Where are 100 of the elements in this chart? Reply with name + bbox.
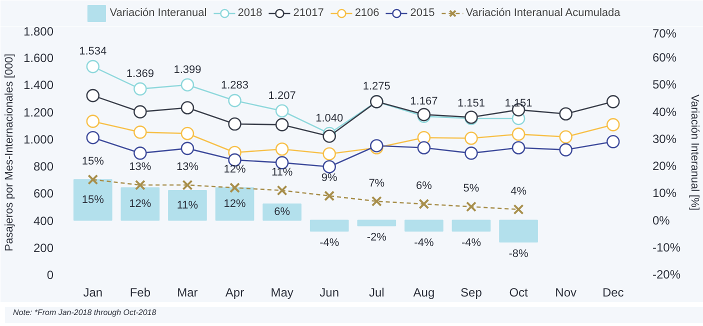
- y2-tick-label: -20%: [652, 268, 681, 282]
- data-label: 1.275: [362, 80, 390, 93]
- point: [606, 95, 620, 108]
- data-label: 1.151: [457, 97, 486, 110]
- bar: [120, 187, 160, 221]
- y2-axis-title: Variación Interanual [%]: [688, 94, 701, 210]
- data-label: 11%: [176, 199, 198, 212]
- point: [371, 196, 382, 207]
- point: [464, 146, 478, 160]
- data-label: 15%: [82, 156, 104, 168]
- data-label: 6%: [416, 180, 432, 192]
- bar: [262, 204, 302, 221]
- legend-label: 2106: [354, 7, 380, 19]
- y-tick-label: 600: [33, 186, 54, 201]
- legend-label: 2015: [410, 7, 435, 19]
- point: [322, 130, 336, 143]
- data-label: 13%: [176, 161, 199, 174]
- legend-label: 21017: [293, 7, 324, 19]
- point: [512, 128, 526, 141]
- point: [559, 130, 572, 144]
- point: [276, 185, 288, 196]
- point: [86, 60, 100, 74]
- point: [134, 146, 147, 160]
- point: [86, 114, 100, 128]
- y2-tick-label: 30%: [652, 132, 677, 146]
- data-label: 12%: [129, 198, 152, 210]
- data-label: 4%: [510, 185, 527, 198]
- point: [180, 101, 194, 114]
- data-label: 1.534: [79, 46, 107, 58]
- x-tick-label: Sep: [460, 286, 482, 300]
- legend-label: Variación Interanual: [110, 7, 207, 19]
- data-label: -4%: [461, 237, 482, 250]
- bar: [452, 220, 491, 232]
- data-label: 1.399: [174, 64, 202, 76]
- data-label: 11%: [271, 166, 293, 178]
- point: [228, 117, 242, 131]
- y2-tick-label: 0%: [652, 213, 670, 228]
- point: [606, 118, 620, 132]
- y-tick-label: 0: [46, 268, 54, 282]
- y-tick-label: 1.400: [23, 78, 54, 92]
- data-label: -2%: [366, 232, 387, 244]
- x-tick-label: Aug: [413, 286, 435, 300]
- point: [180, 78, 194, 92]
- y-tick-label: 1.000: [23, 132, 54, 146]
- point: [559, 143, 572, 156]
- point: [134, 180, 146, 190]
- y-tick-label: 400: [33, 214, 54, 228]
- y2-tick-label: 20%: [652, 159, 677, 174]
- y-axis-title: Pasajeros por Mes-Internacionales [000]: [3, 54, 16, 252]
- x-tick-label: Oct: [509, 286, 529, 300]
- point: [86, 88, 100, 102]
- y-tick-label: 1.800: [23, 24, 54, 38]
- point: [275, 118, 289, 132]
- point: [466, 201, 476, 212]
- point: [228, 94, 242, 108]
- point: [230, 182, 240, 193]
- point: [322, 147, 336, 160]
- point: [324, 190, 335, 202]
- data-label: 12%: [224, 164, 246, 176]
- data-label: 1.167: [410, 95, 438, 108]
- data-label: 1.151: [504, 97, 532, 110]
- y-tick-label: 1.200: [23, 105, 54, 120]
- point: [513, 204, 524, 215]
- y2-tick-label: 50%: [652, 78, 677, 92]
- x-tick-label: Dec: [602, 286, 624, 300]
- y2-tick-label: 70%: [652, 26, 677, 40]
- point: [606, 135, 620, 148]
- x-tick-label: Nov: [555, 286, 576, 300]
- data-label: 5%: [463, 182, 480, 195]
- y2-tick-label: 40%: [652, 104, 677, 119]
- data-label: 1.040: [316, 112, 344, 125]
- y2-tick-label: 10%: [652, 186, 677, 200]
- bar: [73, 179, 112, 221]
- data-label: -4%: [320, 237, 340, 250]
- legend-label: Variación Interanual Acumulada: [466, 7, 620, 19]
- x-tick-label: May: [270, 286, 294, 300]
- point: [134, 126, 147, 139]
- x-tick-label: Feb: [130, 286, 151, 300]
- bar: [357, 220, 396, 226]
- text: Note: *From Jan-2018 through Oct-2018: [13, 307, 156, 318]
- x-tick-label: Mar: [177, 286, 198, 300]
- bar: [404, 220, 444, 232]
- x-tick-label: Jan: [83, 286, 103, 300]
- point: [275, 104, 289, 118]
- data-label: 12%: [224, 198, 246, 210]
- legend-label: 2018: [238, 7, 262, 19]
- data-label: 1.283: [221, 80, 249, 92]
- point: [559, 107, 572, 121]
- y2-tick-label: -10%: [652, 240, 681, 254]
- y-tick-label: 800: [33, 160, 54, 174]
- data-label: 6%: [274, 206, 290, 218]
- point: [417, 141, 431, 154]
- data-label: 13%: [129, 161, 152, 174]
- data-label: 1.207: [268, 90, 296, 102]
- x-tick-label: Jun: [320, 286, 340, 300]
- bar: [168, 190, 207, 221]
- data-label: -8%: [508, 248, 529, 260]
- data-label: -4%: [414, 237, 434, 250]
- y-tick-label: 1.600: [23, 51, 54, 66]
- point: [275, 142, 289, 156]
